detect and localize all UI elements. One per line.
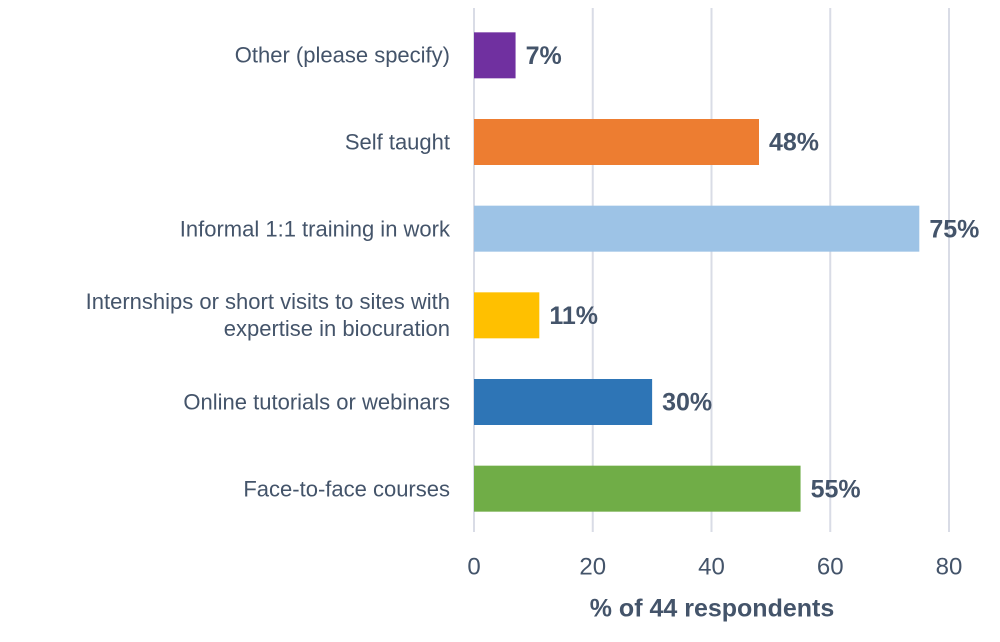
x-axis-title: % of 44 respondents [590,595,835,623]
bar [474,379,653,425]
x-tick-label: 0 [467,553,480,580]
value-label: 55% [811,475,861,503]
y-tick-label: Face-to-face courses [243,476,450,502]
bar [474,292,540,339]
y-tick-label: Online tutorials or webinars [183,389,450,415]
x-tick-label: 20 [579,553,606,580]
value-label: 48% [769,129,819,157]
y-tick-label: Informal 1:1 training in work [179,216,450,242]
y-tick-label: Internships or short visits to sites wit… [85,289,450,342]
y-tick-label: Self taught [344,129,450,155]
value-label: 7% [526,42,562,70]
bar [474,32,516,79]
x-tick-label: 40 [698,553,725,580]
value-label: 11% [549,302,598,330]
bar [474,119,759,165]
value-label: 30% [662,389,712,417]
y-tick-label: Other (please specify) [234,42,450,68]
x-tick-label: 60 [817,553,844,580]
bar [474,205,920,252]
value-label: 75% [929,215,979,243]
x-tick-label: 80 [936,553,963,580]
bar [474,465,801,512]
